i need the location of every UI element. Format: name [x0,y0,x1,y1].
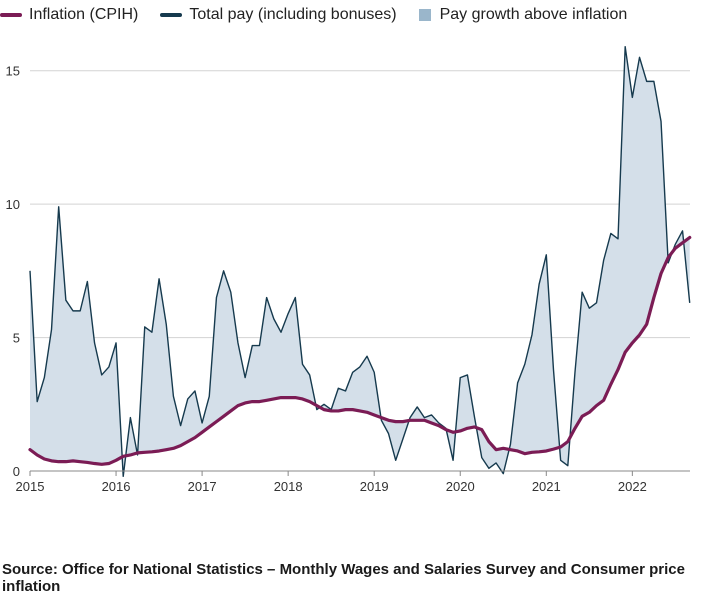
y-axis: 0 5 10 15 [6,64,20,479]
x-tick-label: 2015 [16,479,45,494]
series-lines [28,45,692,478]
legend-item-inflation: Inflation (CPIH) [0,6,138,24]
legend-swatch-pay-growth [418,9,431,21]
legend-label-inflation: Inflation (CPIH) [29,6,139,23]
pay-above-inflation-area-group [30,46,690,477]
x-tick-label: 2021 [532,479,561,494]
y-tick-label: 5 [13,331,20,346]
legend-swatch-total-pay [160,13,183,17]
y-tick-label: 10 [6,197,20,212]
x-axis: 2015 2016 2017 2018 2019 2020 2021 2022 [16,470,690,494]
legend: Inflation (CPIH) Total pay (including bo… [0,4,649,26]
chart: 2015 2016 2017 2018 2019 2020 2021 2022 0 5 10 15 [6,45,692,494]
legend-item-total-pay: Total pay (including bonuses) [160,6,397,24]
x-tick-label: 2017 [188,479,217,494]
x-tick-label: 2016 [102,479,131,494]
legend-swatch-inflation [0,13,22,17]
source-note: Source: Office for National Statistics –… [2,561,685,595]
legend-label-total-pay: Total pay (including bonuses) [189,6,397,23]
legend-item-pay-growth: Pay growth above inflation [418,6,628,24]
x-tick-label: 2020 [446,479,475,494]
y-tick-label: 15 [6,64,20,79]
legend-label-pay-growth: Pay growth above inflation [439,6,628,23]
x-tick-label: 2019 [360,479,389,494]
gridlines [30,70,690,339]
inflation-line [28,235,692,466]
y-tick-label: 0 [13,464,20,479]
pay-growth-above-inflation-area [30,46,690,477]
x-tick-label: 2018 [274,479,303,494]
total-pay-line [29,45,691,478]
x-tick-label: 2022 [618,479,647,494]
